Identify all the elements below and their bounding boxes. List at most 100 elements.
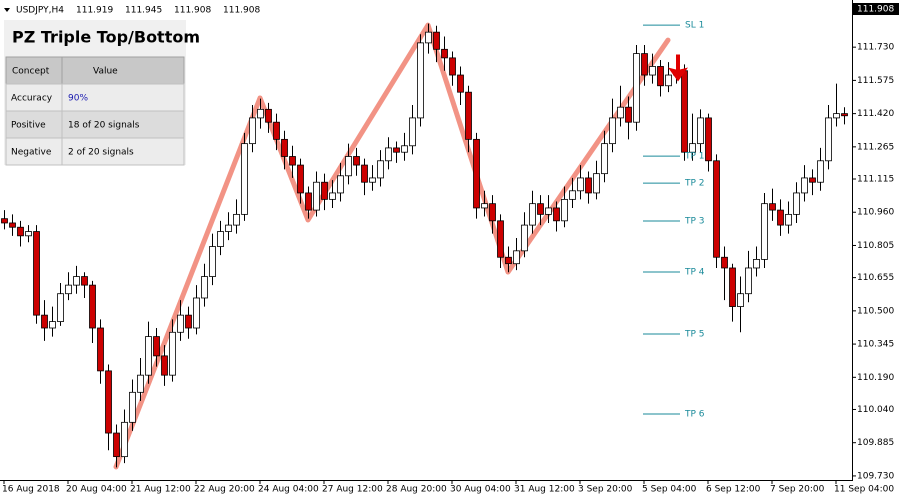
candle-body bbox=[105, 370, 112, 434]
candle-body bbox=[1, 218, 8, 224]
candle-body bbox=[465, 91, 472, 140]
header-price: 111.945 bbox=[125, 6, 162, 16]
candle-body bbox=[121, 421, 128, 458]
candle-body bbox=[625, 106, 632, 123]
level-label: TP 6 bbox=[684, 409, 705, 419]
candle-body bbox=[553, 207, 560, 222]
x-tick-label: 11 Sep 04:00 bbox=[834, 485, 894, 495]
info-panel: PZ Triple Top/Bottom Concept Value Accur… bbox=[4, 20, 200, 166]
x-tick-label: 30 Aug 04:00 bbox=[450, 485, 511, 495]
candle-body bbox=[41, 314, 48, 329]
candle-body bbox=[217, 231, 224, 247]
candle-body bbox=[817, 160, 824, 183]
candle-body bbox=[185, 314, 192, 329]
candle-body bbox=[529, 203, 536, 226]
candle-body bbox=[65, 284, 72, 295]
last-price-label: 111.908 bbox=[857, 5, 894, 15]
y-tick-label: 111.730 bbox=[857, 43, 894, 53]
level-label: TP 3 bbox=[684, 217, 705, 227]
candle-body bbox=[361, 164, 368, 183]
candle-body bbox=[33, 231, 40, 316]
candle-body bbox=[737, 293, 744, 307]
panel-cell: Positive bbox=[11, 121, 46, 131]
candle-body bbox=[769, 203, 776, 211]
x-tick-label: 6 Sep 12:00 bbox=[706, 485, 761, 495]
candle-body bbox=[809, 177, 816, 183]
y-tick-label: 111.115 bbox=[857, 175, 894, 185]
candle-body bbox=[609, 117, 616, 145]
level-label: TP 2 bbox=[684, 179, 705, 189]
candle-body bbox=[409, 117, 416, 147]
candle-body bbox=[617, 106, 624, 119]
candle-body bbox=[441, 48, 448, 59]
y-tick-label: 110.345 bbox=[857, 340, 894, 350]
candle-body bbox=[321, 181, 328, 200]
candle-body bbox=[233, 213, 240, 226]
candle-body bbox=[449, 57, 456, 76]
x-tick-label: 20 Aug 04:00 bbox=[66, 485, 127, 495]
candle-body bbox=[329, 192, 336, 200]
candle-body bbox=[257, 108, 264, 119]
y-tick-label: 110.655 bbox=[857, 273, 894, 283]
panel-cell: 2 of 20 signals bbox=[68, 148, 134, 158]
x-tick-label: 27 Aug 12:00 bbox=[322, 485, 383, 495]
candle-body bbox=[353, 156, 360, 166]
y-tick-label: 109.730 bbox=[857, 471, 894, 481]
candle-body bbox=[513, 250, 520, 265]
candle-body bbox=[273, 121, 280, 140]
candle-body bbox=[401, 145, 408, 153]
candle-body bbox=[281, 138, 288, 157]
candle-body bbox=[585, 177, 592, 194]
y-tick-label: 109.885 bbox=[857, 438, 894, 448]
panel-cell: 18 of 20 signals bbox=[68, 121, 140, 131]
candle-body bbox=[177, 314, 184, 333]
candle-body bbox=[433, 31, 440, 50]
candle-body bbox=[649, 66, 656, 76]
y-tick-label: 111.575 bbox=[857, 76, 894, 86]
candle-body bbox=[241, 143, 248, 215]
candle-body bbox=[313, 181, 320, 211]
candle-body bbox=[593, 173, 600, 194]
candle-body bbox=[9, 222, 16, 228]
candle-body bbox=[489, 203, 496, 222]
header-price: 111.908 bbox=[174, 6, 211, 16]
candle-body bbox=[393, 147, 400, 153]
candle-body bbox=[761, 203, 768, 260]
candle-body bbox=[833, 113, 840, 119]
panel-cell: 90% bbox=[68, 94, 88, 104]
candle-body bbox=[641, 53, 648, 76]
candle-body bbox=[169, 331, 176, 376]
candle-body bbox=[753, 259, 760, 269]
candle-body bbox=[49, 321, 56, 329]
candle-body bbox=[225, 224, 232, 232]
plot-area: SL 1 TP 1 TP 2 TP 3 TP 4 TP 5 TP 6 bbox=[1, 21, 848, 470]
candle-body bbox=[425, 31, 432, 44]
candle-body bbox=[129, 391, 136, 423]
panel-title: PZ Triple Top/Bottom bbox=[12, 28, 200, 47]
y-tick-label: 110.500 bbox=[857, 306, 894, 316]
candle-body bbox=[521, 224, 528, 252]
candle-body bbox=[73, 276, 80, 286]
candle-body bbox=[777, 209, 784, 226]
candle-body bbox=[665, 74, 672, 87]
y-tick-label: 110.040 bbox=[857, 405, 894, 415]
candle-body bbox=[305, 192, 312, 211]
candle-body bbox=[97, 327, 104, 372]
candle-body bbox=[657, 66, 664, 87]
candle-body bbox=[841, 113, 848, 117]
candle-body bbox=[249, 117, 256, 145]
candle-body bbox=[137, 374, 144, 393]
candle-body bbox=[633, 53, 640, 123]
candle-body bbox=[417, 42, 424, 119]
candle-body bbox=[473, 138, 480, 209]
y-tick-label: 111.420 bbox=[857, 109, 894, 119]
panel-column: Concept bbox=[12, 67, 50, 77]
symbol-menu-icon[interactable] bbox=[4, 8, 10, 12]
symbol: USDJPY,H4 bbox=[16, 6, 64, 16]
y-tick-label: 110.190 bbox=[857, 373, 894, 383]
candle-body bbox=[369, 177, 376, 183]
x-tick-label: 22 Aug 20:00 bbox=[194, 485, 255, 495]
candle-body bbox=[265, 108, 272, 123]
candle-body bbox=[697, 117, 704, 145]
